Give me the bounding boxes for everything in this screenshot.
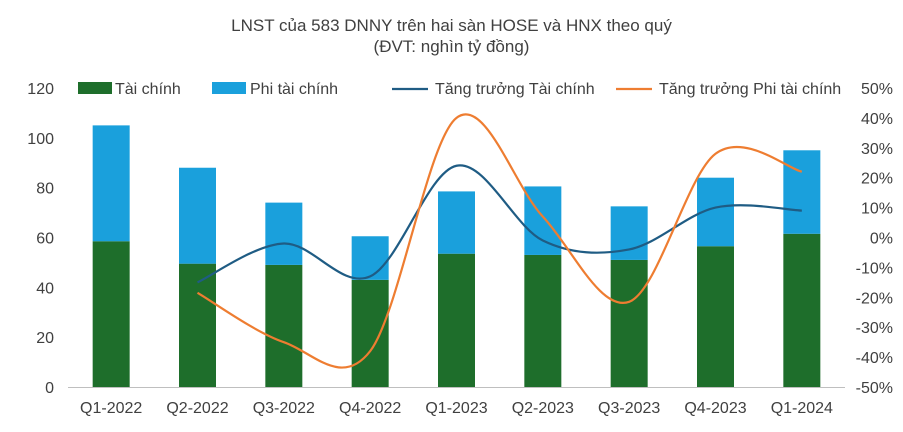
- y-tick-label: 120: [27, 81, 54, 98]
- y-tick-label: 60: [36, 231, 54, 248]
- legend-phi-tai-chinh-swatch: [212, 82, 246, 94]
- legend-tai-chinh-swatch: [78, 82, 112, 94]
- x-tick-label: Q2-2023: [512, 400, 574, 417]
- y2-tick-label: -50%: [856, 380, 893, 397]
- x-tick-label: Q1-2024: [771, 400, 833, 417]
- x-tick-label: Q1-2023: [425, 400, 487, 417]
- x-tick-label: Q3-2023: [598, 400, 660, 417]
- bar-tai-chinh: [783, 233, 821, 387]
- bar-tai-chinh: [610, 259, 648, 387]
- y-tick-label: 100: [27, 131, 54, 148]
- bar-tai-chinh: [697, 246, 734, 387]
- legend-phi-tai-chinh-label: Phi tài chính: [250, 81, 338, 98]
- x-tick-label: Q2-2022: [166, 400, 228, 417]
- y2-tick-label: 0%: [870, 231, 893, 248]
- bar-phi-tai-chinh: [783, 150, 821, 234]
- bar-phi-tai-chinh: [524, 186, 562, 255]
- x-tick-label: Q4-2023: [684, 400, 746, 417]
- chart-subtitle: (ĐVT: nghìn tỷ đồng): [373, 37, 530, 56]
- legend-tang-truong-phi-tai-chinh-label: Tăng trưởng Phi tài chính: [659, 81, 841, 98]
- bar-tai-chinh: [92, 241, 130, 387]
- bar-phi-tai-chinh: [351, 236, 389, 280]
- line-tang-truong-phi-tai-chinh: [196, 113, 803, 369]
- bar-phi-tai-chinh: [438, 191, 475, 254]
- y2-tick-label: 30%: [861, 141, 893, 158]
- bar-tai-chinh: [524, 254, 562, 387]
- x-tick-label: Q3-2022: [253, 400, 315, 417]
- bar-phi-tai-chinh: [179, 167, 216, 264]
- bar-tai-chinh: [351, 279, 389, 387]
- y2-tick-label: -30%: [856, 320, 893, 337]
- line-tang-truong-tai-chinh: [197, 164, 802, 284]
- bar-phi-tai-chinh: [92, 125, 130, 242]
- y-tick-label: 40: [36, 280, 54, 297]
- y2-tick-label: 40%: [861, 111, 893, 128]
- y-tick-label: 20: [36, 330, 54, 347]
- y-tick-label: 0: [45, 380, 54, 397]
- bar-tai-chinh: [179, 263, 216, 387]
- bar-tai-chinh: [438, 253, 475, 387]
- legend-tang-truong-tai-chinh-label: Tăng trưởng Tài chính: [435, 81, 595, 98]
- y2-tick-label: -20%: [856, 290, 893, 307]
- bar-tai-chinh: [265, 264, 303, 387]
- y2-tick-label: -40%: [856, 350, 893, 367]
- legend-tai-chinh-label: Tài chính: [115, 81, 181, 98]
- x-tick-label: Q1-2022: [80, 400, 142, 417]
- bar-phi-tai-chinh: [265, 202, 303, 265]
- y-tick-label: 80: [36, 181, 54, 198]
- x-tick-label: Q4-2022: [339, 400, 401, 417]
- y2-tick-label: 10%: [861, 201, 893, 218]
- y2-tick-label: -10%: [856, 260, 893, 277]
- y2-tick-label: 20%: [861, 171, 893, 188]
- y2-tick-label: 50%: [861, 81, 893, 98]
- chart-title: LNST của 583 DNNY trên hai sàn HOSE và H…: [231, 16, 672, 35]
